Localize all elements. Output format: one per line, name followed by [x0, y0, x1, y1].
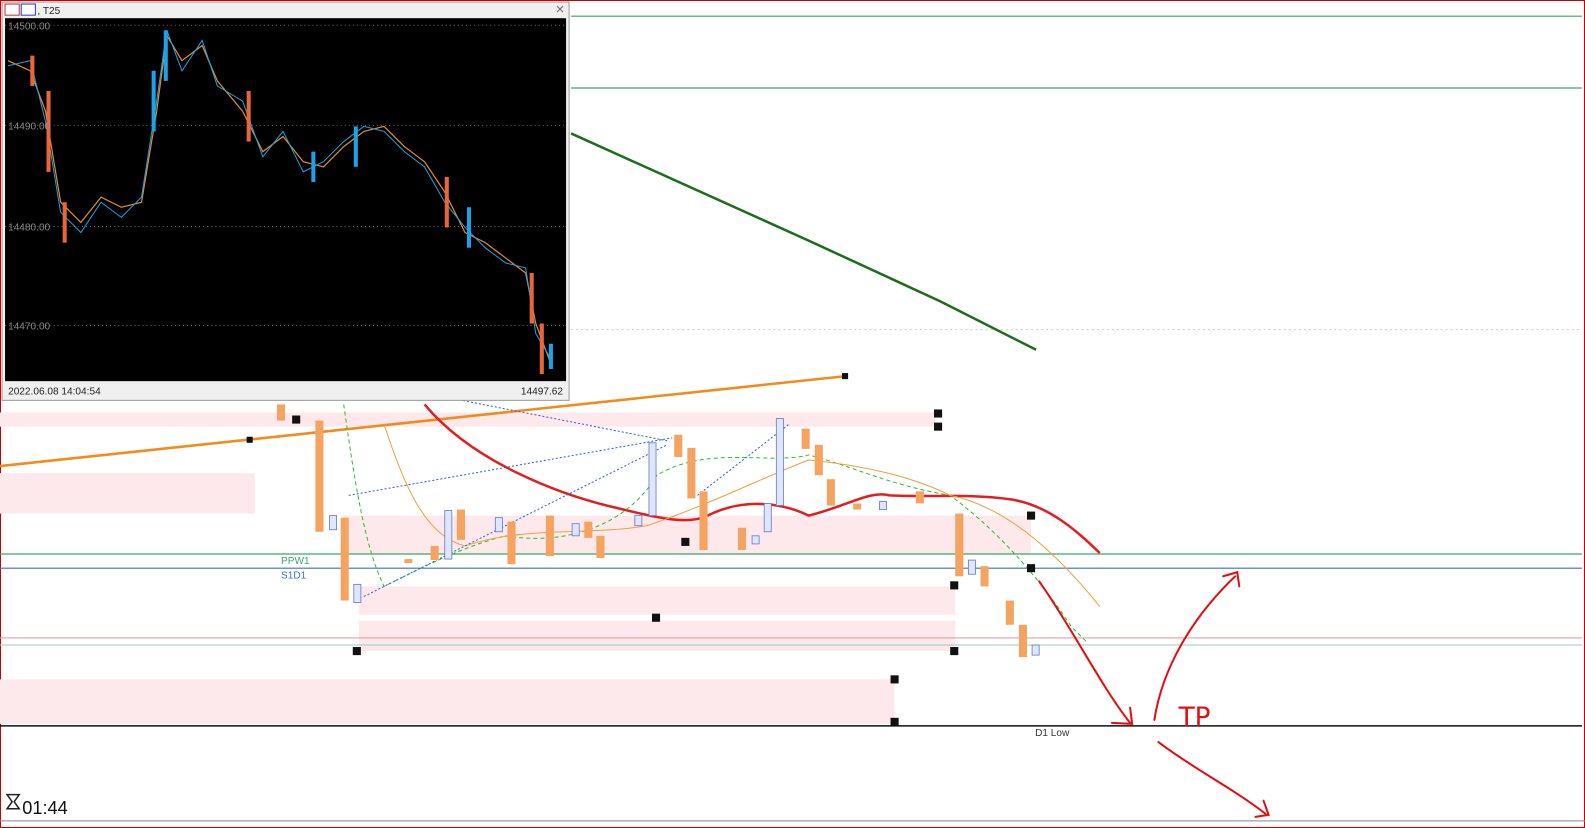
moving-average — [383, 424, 1101, 607]
hourglass-icon — [5, 793, 21, 810]
price-label: 14490.00 — [8, 121, 50, 132]
anchor — [246, 436, 253, 443]
level-label: PPW1 — [281, 556, 310, 567]
hand-arrows — [1038, 570, 1270, 818]
current-price: 14497.62 — [521, 386, 563, 397]
window-icon — [20, 3, 36, 16]
candles — [276, 404, 1040, 658]
moving-average — [423, 403, 1101, 554]
timer: 01:44 — [22, 798, 68, 818]
mini-candles — [30, 30, 553, 375]
trend-line — [0, 374, 847, 468]
timestamp: 2022.06.08 14:04:54 — [8, 386, 101, 397]
moving-average — [343, 404, 1088, 643]
price-label: 14500.00 — [8, 21, 50, 32]
inset-window: , T25 14500.00 14490.00 14480.00 14470.0… — [1, 1, 570, 401]
mini-chart — [5, 18, 567, 382]
annotation: TP — [1178, 703, 1211, 733]
anchor — [842, 373, 849, 380]
close-button[interactable] — [556, 5, 564, 13]
window-icon — [4, 3, 20, 16]
zones — [0, 412, 1032, 724]
mini-grid — [5, 24, 567, 327]
level-label: D1 Low — [1035, 728, 1070, 739]
trend-line — [570, 132, 1037, 351]
markers — [292, 409, 1036, 726]
price-label: 14470.00 — [8, 322, 50, 333]
level-label: S1D1 — [281, 570, 307, 581]
price-label: 14480.00 — [8, 223, 50, 234]
window-title: , T25 — [37, 6, 60, 17]
